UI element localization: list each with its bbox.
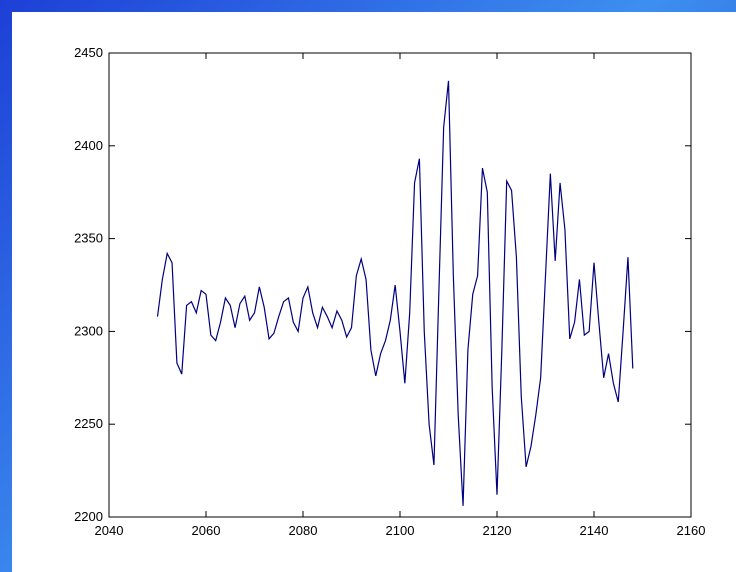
x-tick-label: 2060: [192, 523, 221, 538]
y-tick-label: 2250: [74, 416, 103, 431]
axes-box: [108, 52, 692, 518]
x-tick-label: 2140: [580, 523, 609, 538]
data-line: [156, 80, 634, 506]
y-tick-label: 2300: [74, 323, 103, 338]
y-tick-label: 2200: [74, 509, 103, 524]
y-tick-label: 2450: [74, 45, 103, 60]
y-tick-label: 2400: [74, 138, 103, 153]
x-tick-label: 2080: [289, 523, 318, 538]
x-tick-label: 2040: [95, 523, 124, 538]
x-tick-label: 2120: [483, 523, 512, 538]
x-tick-label: 2160: [677, 523, 706, 538]
figure-panel: [12, 12, 736, 572]
x-tick-label: 2100: [386, 523, 415, 538]
y-tick-label: 2350: [74, 231, 103, 246]
